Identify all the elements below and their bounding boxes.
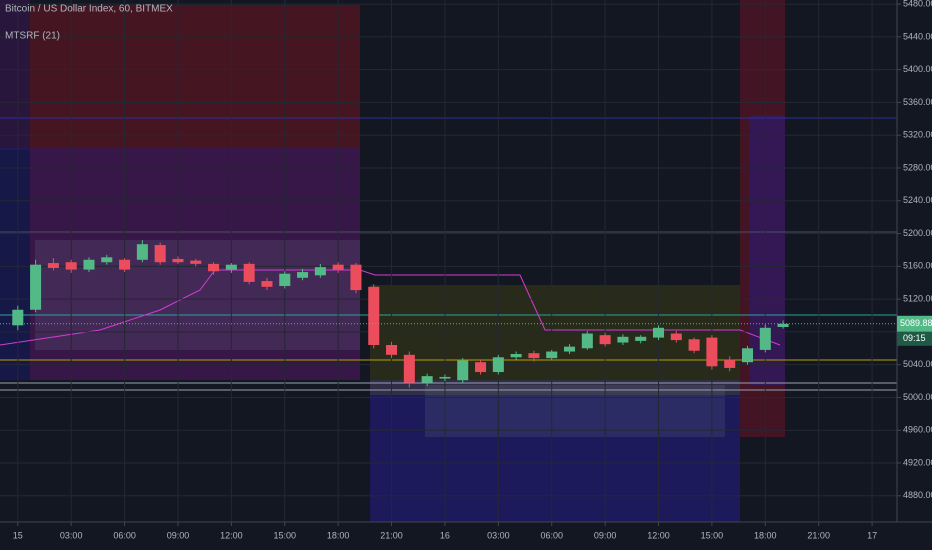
y-tick-label: 5360.00	[903, 97, 932, 107]
y-tick-label: 5440.00	[903, 31, 932, 41]
x-tick-label: 03:00	[60, 530, 83, 540]
candle-body	[741, 348, 754, 363]
candle-body	[581, 333, 593, 349]
x-tick-label: 06:00	[540, 530, 563, 540]
y-tick-label: 5320.00	[903, 130, 932, 140]
candle-body	[83, 259, 95, 270]
x-tick-label: 21:00	[380, 530, 403, 540]
y-tick-label: 5000.00	[903, 392, 932, 402]
candle-body	[65, 262, 77, 270]
candle-body	[670, 333, 682, 341]
y-tick-label: 5160.00	[903, 261, 932, 271]
x-tick-label: 09:00	[594, 530, 617, 540]
candle-body	[243, 263, 255, 282]
candle-body	[47, 263, 59, 268]
x-tick-label: 15:00	[701, 530, 724, 540]
candle-body	[314, 267, 326, 276]
candle-body	[12, 309, 24, 326]
countdown-label: 09:15	[903, 333, 926, 343]
y-tick-label: 4880.00	[903, 490, 932, 500]
x-tick-label: 16	[440, 530, 450, 540]
last-price-label: 5089.88	[900, 318, 932, 328]
indicator-label: MTSRF (21)	[5, 31, 60, 42]
x-tick-label: 21:00	[807, 530, 830, 540]
candle-body	[528, 353, 540, 359]
candle-body	[350, 264, 362, 291]
y-tick-label: 4960.00	[903, 425, 932, 435]
x-tick-label: 18:00	[327, 530, 350, 540]
indicator-zones	[0, 0, 897, 522]
candle-body	[439, 376, 451, 379]
candle-body	[706, 337, 718, 367]
candle-body	[421, 376, 433, 383]
x-tick-label: 03:00	[487, 530, 510, 540]
y-tick-label: 4920.00	[903, 457, 932, 467]
x-tick-label: 15:00	[273, 530, 296, 540]
candle-body	[599, 335, 611, 345]
y-tick-label: 5480.00	[903, 0, 932, 8]
candle-body	[172, 258, 184, 263]
candle-body	[635, 336, 647, 341]
candle-body	[101, 257, 113, 263]
candle-body	[154, 245, 166, 263]
zone	[35, 240, 360, 350]
plot-background	[0, 0, 897, 522]
last-price-box	[897, 315, 932, 332]
candle-body	[332, 264, 344, 270]
candle-body	[225, 264, 237, 270]
candle-body	[136, 244, 148, 260]
candle-body	[617, 336, 629, 343]
candle-body	[475, 362, 487, 373]
candle-body	[279, 273, 291, 286]
x-tick-label: 12:00	[220, 530, 243, 540]
x-tick-label: 12:00	[647, 530, 670, 540]
zone	[425, 385, 725, 437]
candle-body	[564, 346, 576, 352]
candle-body	[652, 327, 665, 338]
y-tick-label: 5200.00	[903, 228, 932, 238]
y-tick-label: 5240.00	[903, 195, 932, 205]
candle-body	[546, 351, 558, 359]
candle-body	[386, 344, 398, 355]
x-tick-label: 17	[867, 530, 877, 540]
candle-body	[492, 357, 504, 373]
candles	[12, 240, 789, 388]
candle-body	[368, 286, 380, 345]
candle-body	[403, 354, 415, 383]
y-tick-label: 5280.00	[903, 162, 932, 172]
candle-body	[724, 359, 736, 368]
countdown-box	[897, 331, 932, 346]
zone	[0, 0, 30, 150]
candle-body	[457, 360, 469, 381]
candle-body	[30, 264, 42, 310]
x-tick-label: 18:00	[754, 530, 777, 540]
candle-body	[759, 327, 771, 350]
zone	[370, 380, 740, 522]
candle-body	[688, 339, 700, 351]
candle-body	[208, 263, 220, 272]
candle-body	[261, 281, 273, 287]
candle-body	[297, 272, 309, 278]
zone	[0, 148, 360, 380]
zone	[30, 5, 360, 380]
candle-body	[190, 260, 202, 264]
x-tick-label: 15	[13, 530, 23, 540]
y-tick-label: 5400.00	[903, 64, 932, 74]
candle-body	[510, 354, 522, 358]
grid	[0, 0, 897, 522]
candle-body	[119, 259, 131, 270]
x-tick-label: 06:00	[113, 530, 136, 540]
x-tick-label: 09:00	[167, 530, 190, 540]
candle-body	[777, 323, 789, 327]
chart-title: Bitcoin / US Dollar Index, 60, BITMEX	[5, 4, 173, 15]
y-tick-label: 5120.00	[903, 293, 932, 303]
y-tick-label: 5040.00	[903, 359, 932, 369]
